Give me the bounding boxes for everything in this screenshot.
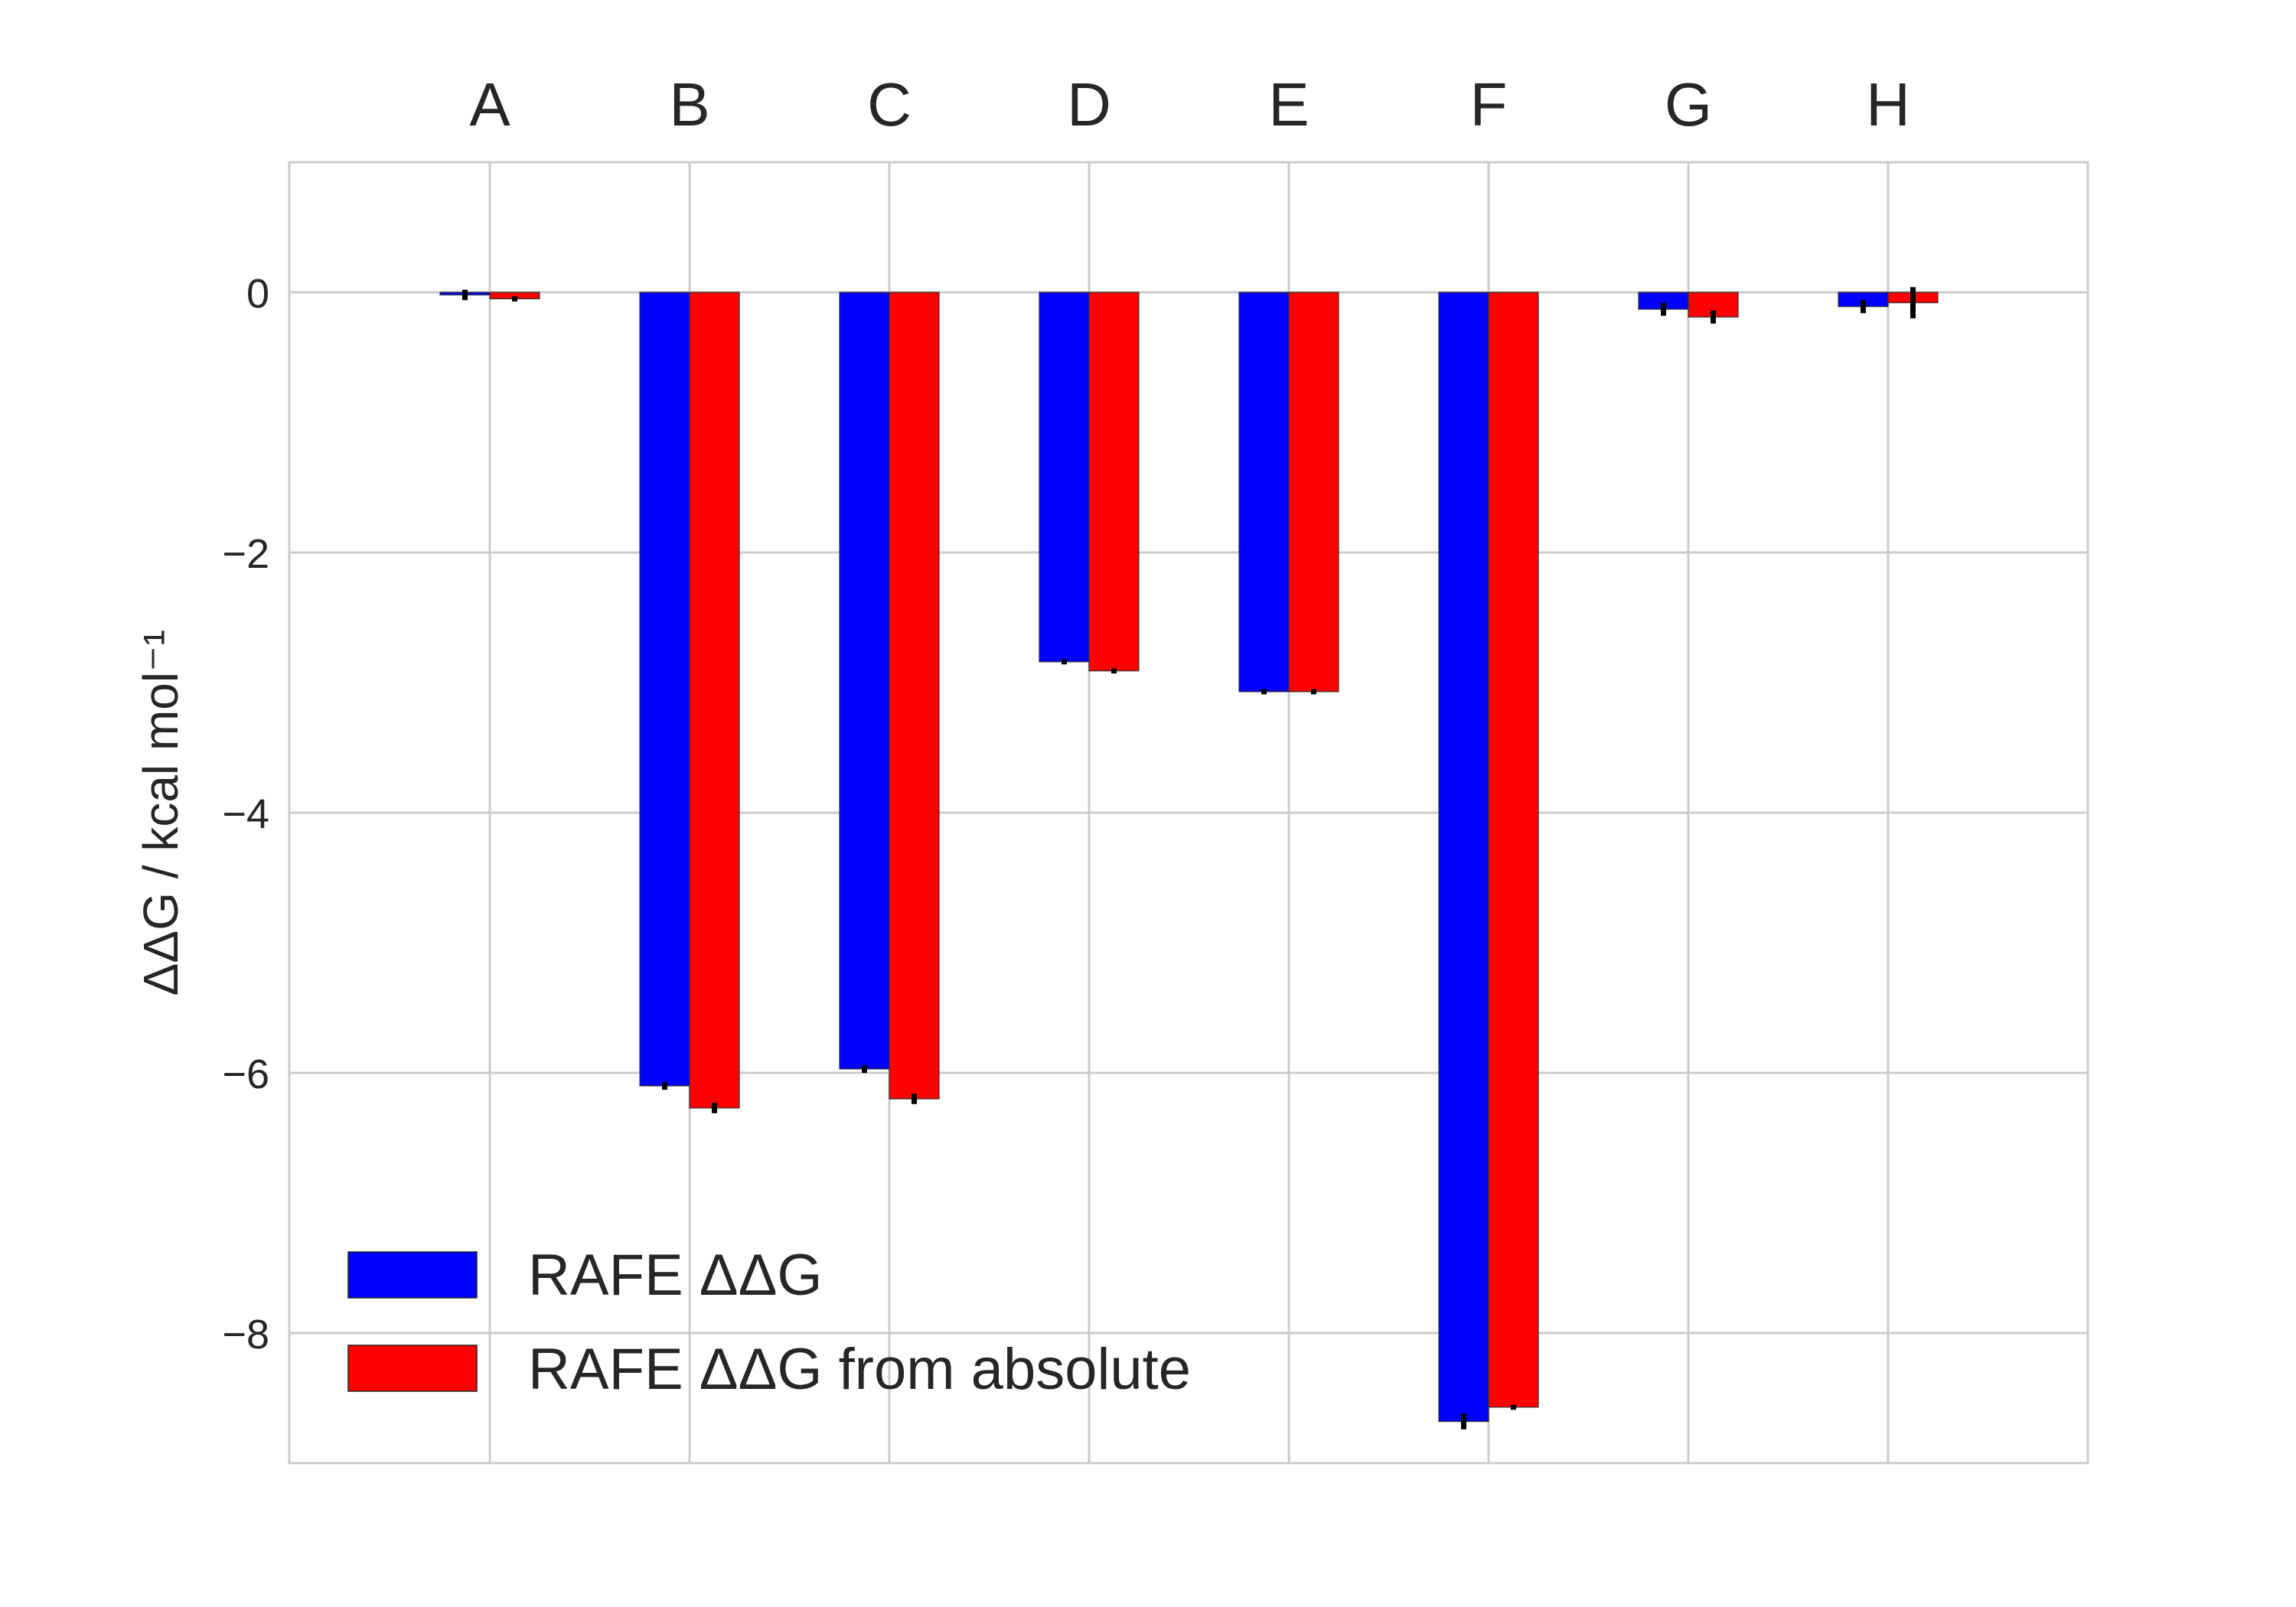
legend-swatch-series-1 [347, 1251, 478, 1299]
y-tick-label: −8 [222, 1312, 269, 1358]
error-bars [462, 287, 1916, 1429]
y-axis-label: ΔΔG / kcal mol⁻¹ [133, 630, 188, 996]
category-label: D [1067, 70, 1111, 139]
category-label: C [867, 70, 912, 139]
legend-label-series-1: RAFE ΔΔG [528, 1243, 822, 1308]
bar-series-1 [1039, 292, 1090, 663]
bar-series-1 [1438, 292, 1489, 1423]
legend-label-series-2: RAFE ΔΔG from absolute [528, 1337, 1191, 1402]
y-tick-labels: 0 −2 −4 −6 −8 [222, 271, 269, 1358]
category-label: B [669, 70, 709, 139]
bar-series-2 [1288, 292, 1339, 693]
category-label: G [1665, 70, 1712, 139]
y-tick-label: −4 [222, 791, 269, 837]
category-label: E [1268, 70, 1309, 139]
bars [439, 292, 1939, 1423]
y-tick-label: −6 [222, 1051, 269, 1097]
category-label: H [1866, 70, 1910, 139]
y-tick-label: 0 [246, 271, 269, 317]
bar-series-2 [1688, 292, 1739, 318]
legend: RAFE ΔΔG RAFE ΔΔG from absolute [347, 1243, 1191, 1402]
legend-swatch-series-2 [347, 1345, 478, 1392]
plot-frame [288, 161, 2089, 1465]
bar-series-2 [1488, 292, 1539, 1408]
bar-series-1 [839, 292, 890, 1070]
bar-series-2 [689, 292, 740, 1109]
bar-series-2 [889, 292, 940, 1100]
bar-series-1 [1238, 292, 1290, 693]
category-label: A [469, 70, 510, 139]
category-labels: A B C D E F G H [469, 70, 1910, 139]
bar-series-2 [1088, 292, 1140, 672]
bar-series-1 [639, 292, 690, 1087]
y-tick-label: −2 [222, 531, 269, 577]
category-label: F [1470, 70, 1508, 139]
